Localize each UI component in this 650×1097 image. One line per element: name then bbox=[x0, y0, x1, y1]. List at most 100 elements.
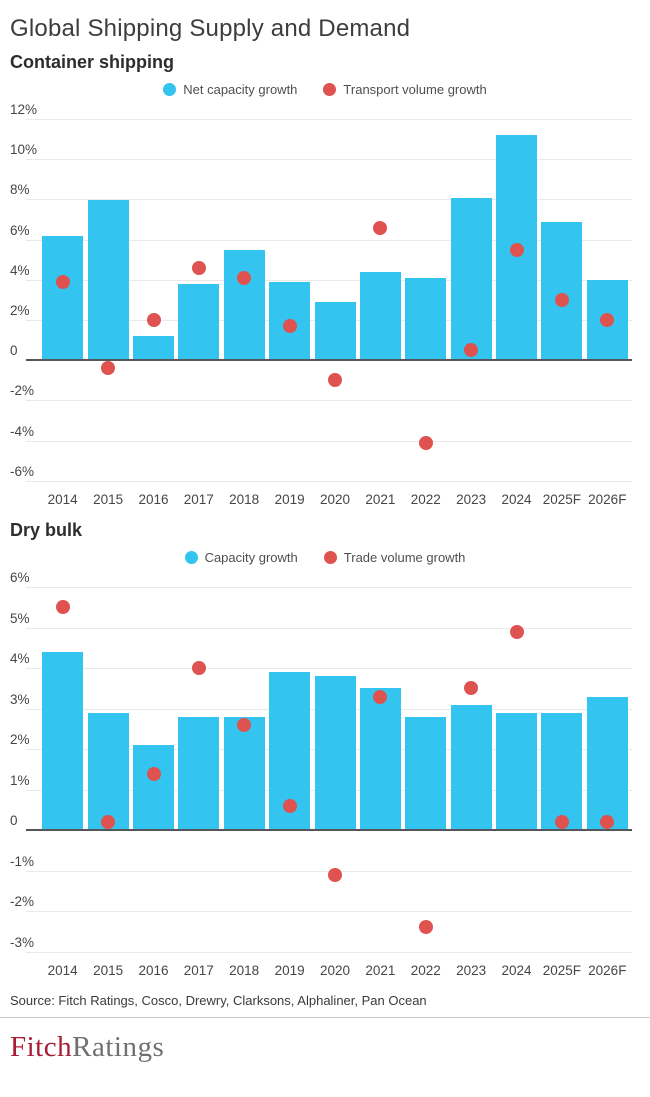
y-gridline bbox=[26, 911, 632, 913]
volume-dot-2026F bbox=[600, 815, 615, 830]
chart-section-container-shipping: Container shipping Net capacity growth T… bbox=[0, 45, 650, 513]
volume-dot-2018 bbox=[237, 717, 252, 732]
volume-dot-2020 bbox=[328, 867, 342, 882]
y-gridline bbox=[26, 951, 632, 953]
legend-item-capacity-growth: Capacity growth bbox=[184, 550, 298, 565]
x-tick-label: 2015 bbox=[93, 963, 124, 978]
volume-dot-2015 bbox=[101, 815, 116, 830]
y-tick-label: 6% bbox=[10, 222, 30, 238]
volume-dot-2014 bbox=[55, 600, 70, 615]
x-tick-label: 2014 bbox=[47, 963, 78, 978]
chart-title-dry-bulk: Dry bulk bbox=[10, 520, 83, 540]
capacity-bar-2021 bbox=[359, 271, 401, 360]
capacity-bar-2024 bbox=[496, 712, 537, 830]
legend-item-net-capacity-growth: Net capacity growth bbox=[163, 82, 297, 97]
plot-area-container-shipping: 12% 10% 8% 6% 4% 2% 0 -2% -4% -6% bbox=[0, 102, 650, 487]
volume-dot-2020 bbox=[328, 373, 342, 388]
capacity-bar-2025F bbox=[541, 712, 583, 830]
source-note: Source: Fitch Ratings, Cosco, Drewry, Cl… bbox=[10, 993, 427, 1008]
x-tick-label: 2021 bbox=[365, 492, 396, 507]
y-tick-label: 3% bbox=[10, 691, 30, 707]
y-gridline bbox=[26, 119, 632, 121]
capacity-bar-2014 bbox=[42, 652, 84, 830]
volume-dot-2026F bbox=[600, 313, 615, 328]
volume-dot-2025F bbox=[554, 815, 569, 830]
x-axis-labels-container-shipping: 2014 2015 2016 2017 2018 2019 2020 2021 2022 2023… bbox=[0, 487, 650, 513]
legend-item-transport-volume-growth: Transport volume growth bbox=[323, 82, 487, 97]
volume-dot-2022 bbox=[418, 435, 433, 450]
y-tick-label: 10% bbox=[10, 142, 38, 158]
volume-dot-2019 bbox=[282, 798, 297, 813]
y-tick-label: 12% bbox=[10, 102, 38, 118]
y-tick-label: 6% bbox=[10, 570, 30, 586]
y-tick-label: 4% bbox=[10, 262, 30, 278]
capacity-bar-2020 bbox=[314, 676, 356, 830]
zero-axis-line bbox=[26, 829, 632, 832]
y-tick-label: -2% bbox=[10, 894, 35, 910]
y-gridline bbox=[26, 480, 632, 482]
legend-container-shipping: Net capacity growth Transport volume gro… bbox=[0, 82, 650, 97]
x-tick-label: 2018 bbox=[229, 492, 260, 507]
capacity-bar-2016 bbox=[133, 745, 174, 830]
x-tick-label: 2024 bbox=[501, 492, 532, 507]
y-tick-label: -1% bbox=[10, 853, 35, 869]
x-tick-label: 2017 bbox=[183, 492, 214, 507]
legend-label: Net capacity growth bbox=[183, 82, 298, 97]
x-tick-label: 2024 bbox=[501, 963, 532, 978]
legend-item-trade-volume-growth: Trade volume growth bbox=[323, 550, 465, 565]
volume-dot-2022 bbox=[418, 920, 433, 935]
y-tick-label: 2% bbox=[10, 732, 30, 748]
logo-text-ratings: Ratings bbox=[72, 1031, 165, 1063]
y-gridline bbox=[26, 668, 632, 670]
legend-dry-bulk: Capacity growth Trade volume growth bbox=[0, 550, 650, 565]
capacity-bar-2021 bbox=[359, 688, 401, 830]
volume-dot-2024 bbox=[509, 242, 524, 257]
y-gridline bbox=[26, 400, 632, 402]
x-tick-label: 2021 bbox=[365, 963, 396, 978]
y-tick-label: 2% bbox=[10, 303, 30, 319]
capacity-bar-2026F bbox=[586, 696, 628, 830]
volume-dot-2025F bbox=[554, 293, 569, 307]
x-tick-label: 2025F bbox=[542, 492, 582, 507]
x-tick-label: 2019 bbox=[274, 492, 305, 507]
logo-text-fitch: Fitch bbox=[10, 1031, 73, 1063]
volume-dot-2023 bbox=[464, 681, 479, 696]
y-gridline bbox=[26, 627, 632, 629]
page-title: Global Shipping Supply and Demand bbox=[10, 15, 411, 42]
volume-dot-2023 bbox=[464, 343, 479, 358]
volume-dot-2018 bbox=[237, 270, 252, 285]
capacity-bar-2018 bbox=[223, 716, 265, 830]
legend-label: Transport volume growth bbox=[343, 82, 487, 97]
x-tick-label: 2014 bbox=[47, 492, 78, 507]
x-tick-label: 2019 bbox=[274, 963, 305, 978]
x-tick-label: 2020 bbox=[319, 963, 351, 978]
capacity-bar-2018 bbox=[223, 249, 265, 360]
capacity-bar-2015 bbox=[87, 199, 129, 360]
x-tick-label: 2020 bbox=[319, 492, 351, 507]
y-gridline bbox=[26, 440, 632, 442]
x-tick-label: 2022 bbox=[410, 963, 441, 978]
volume-dot-2024 bbox=[509, 624, 524, 639]
capacity-bar-2017 bbox=[178, 716, 220, 830]
capacity-bar-2025F bbox=[541, 221, 583, 360]
y-tick-label: -2% bbox=[10, 383, 35, 399]
volume-dot-2017 bbox=[191, 661, 206, 676]
x-tick-label: 2018 bbox=[229, 963, 260, 978]
capacity-bar-2022 bbox=[405, 716, 447, 830]
x-tick-label: 2023 bbox=[456, 492, 487, 507]
y-gridline bbox=[26, 587, 632, 589]
volume-dot-2014 bbox=[55, 274, 70, 289]
blue-circle-icon bbox=[163, 83, 177, 96]
x-axis-labels-dry-bulk: 2014 2015 2016 2017 2018 2019 2020 2021 2022 2023… bbox=[0, 958, 650, 984]
plot-area-dry-bulk: 6% 5% 4% 3% 2% 1% 0 -1% -2% -3% bbox=[0, 570, 650, 958]
y-tick-label: -4% bbox=[10, 423, 35, 439]
y-tick-label: 5% bbox=[10, 610, 30, 626]
chart-section-dry-bulk: Dry bulk Capacity growth Trade volume gr… bbox=[0, 513, 650, 984]
x-tick-label: 2022 bbox=[410, 492, 441, 507]
x-tick-label: 2015 bbox=[93, 492, 124, 507]
chart-title-container-shipping: Container shipping bbox=[10, 52, 174, 72]
volume-dot-2021 bbox=[373, 689, 388, 704]
x-tick-label: 2016 bbox=[138, 492, 169, 507]
capacity-bar-2014 bbox=[42, 235, 84, 360]
